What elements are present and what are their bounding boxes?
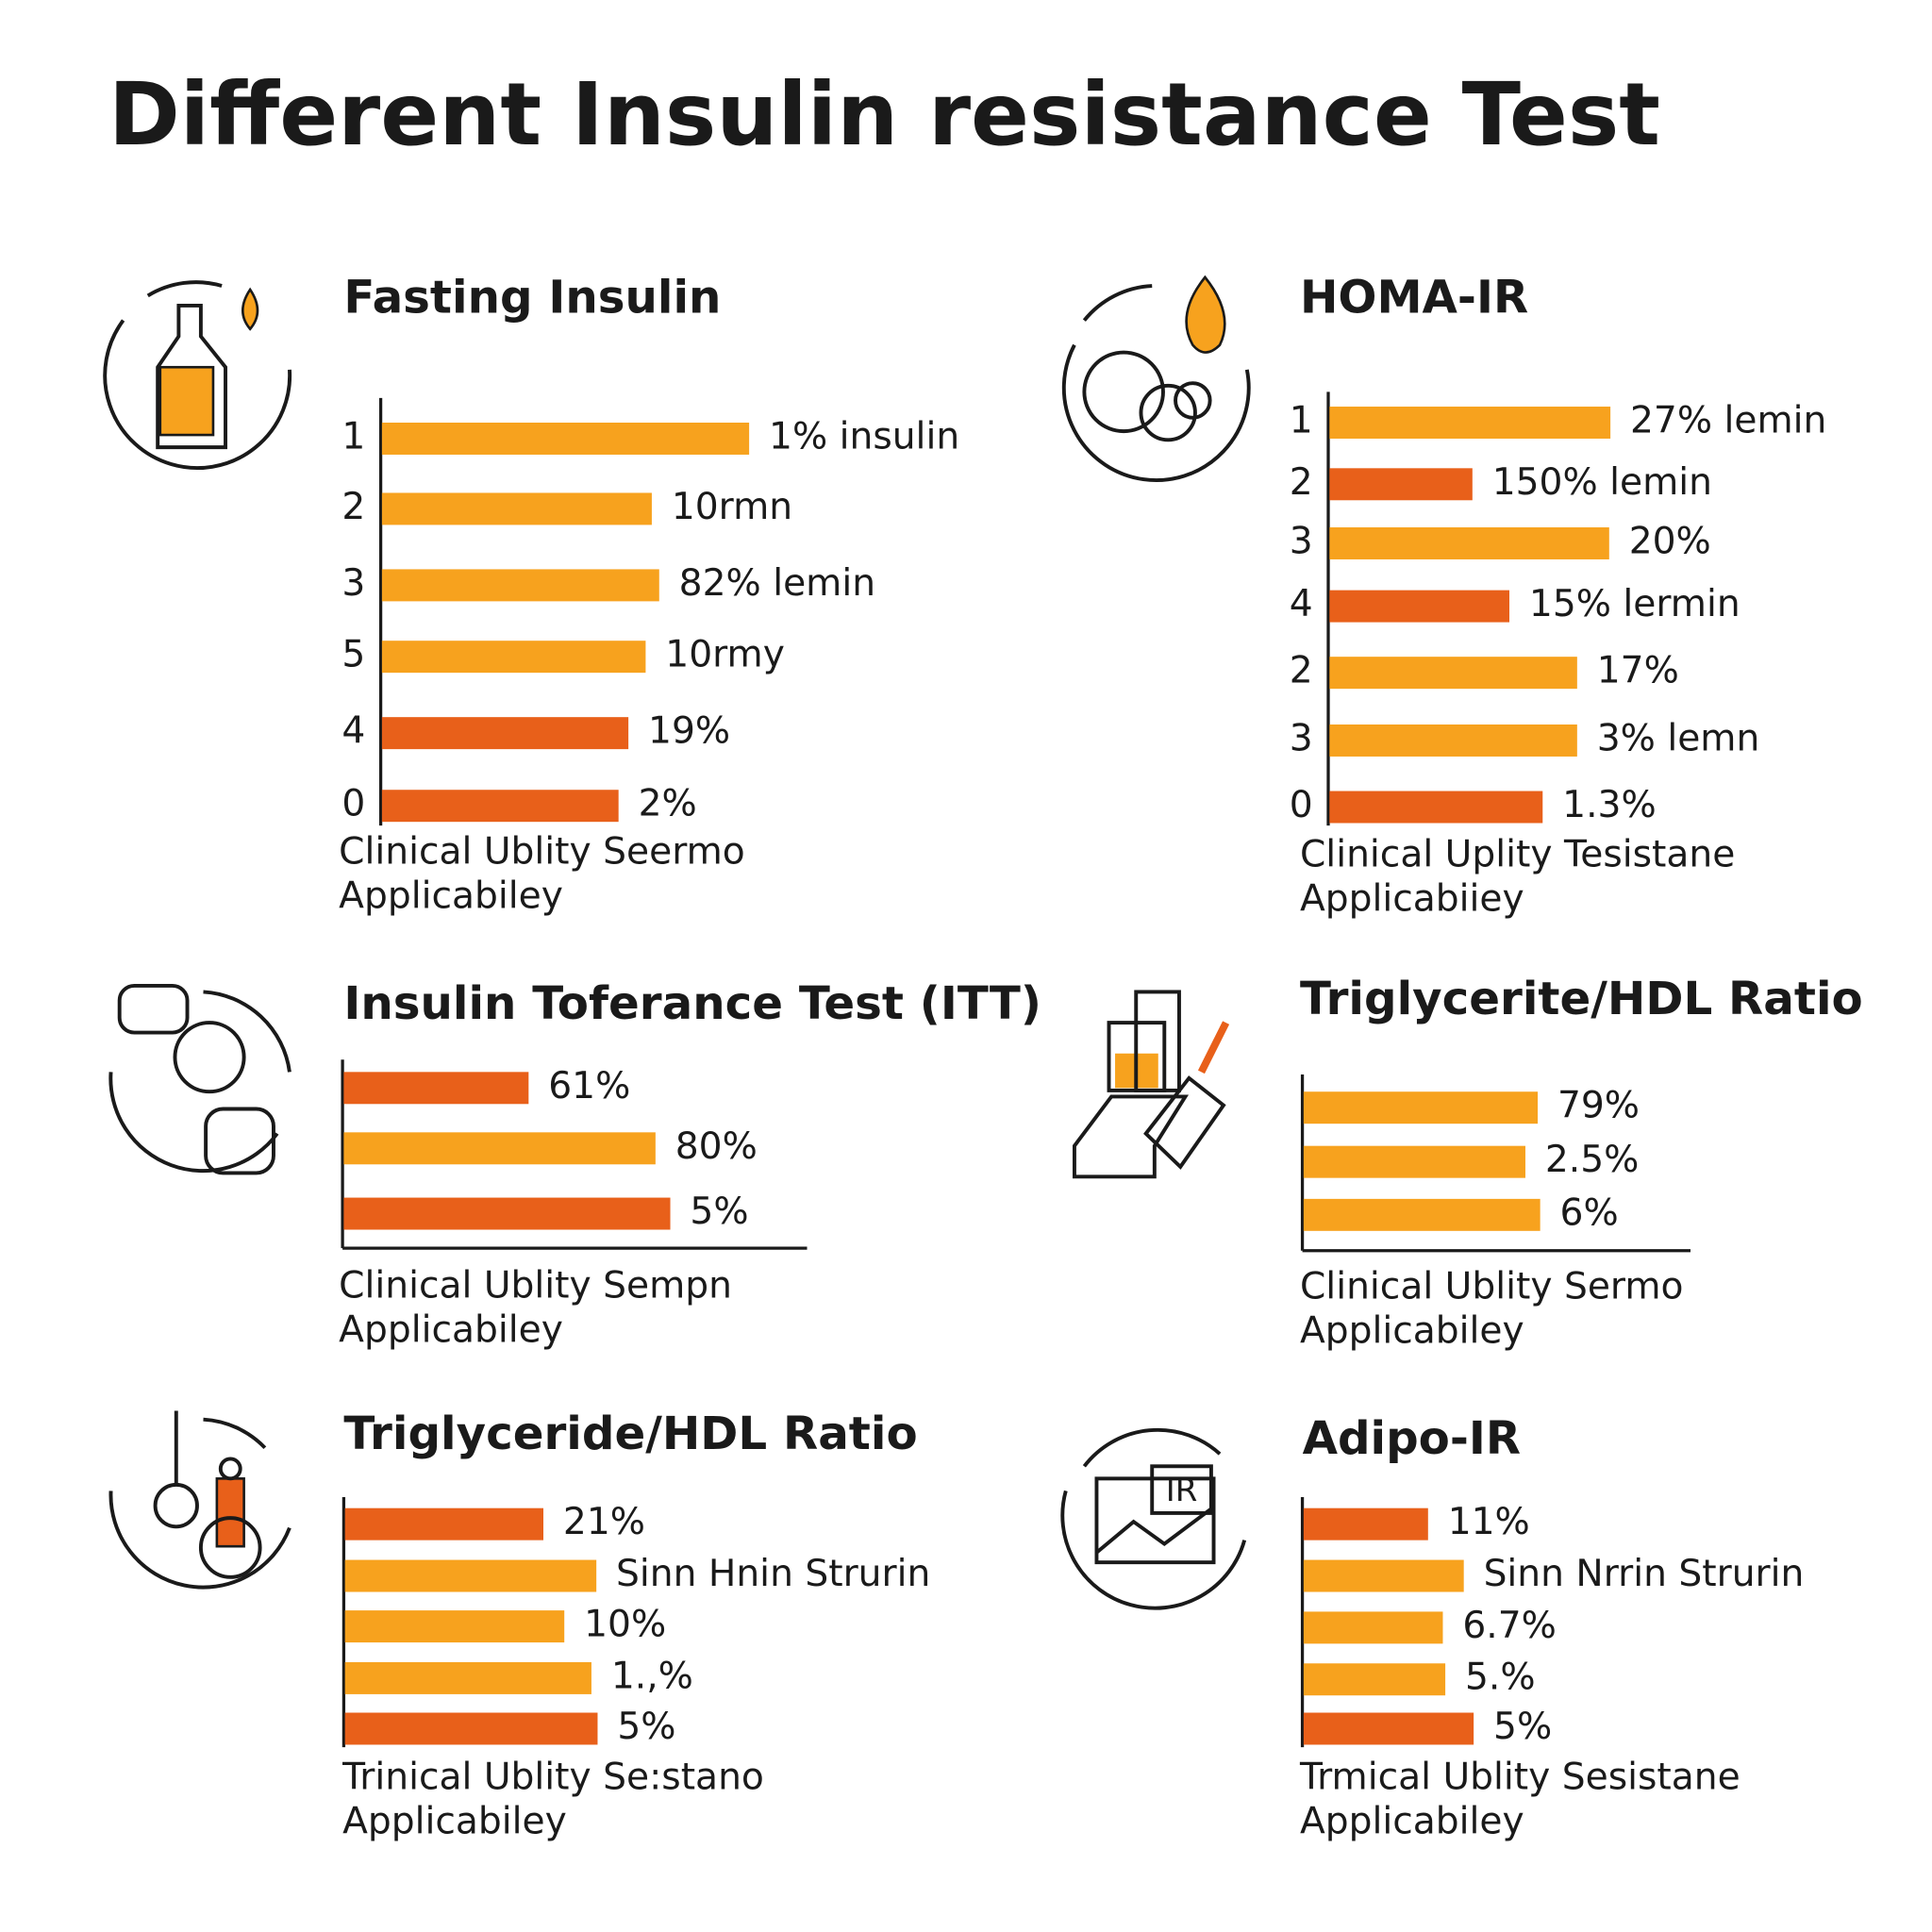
bar <box>344 1712 598 1745</box>
note: Trmical Ublity Sesistane <box>1299 1757 1740 1799</box>
bar-label: 5% <box>1493 1706 1552 1748</box>
bar-label: 80% <box>675 1125 758 1168</box>
bar-label: Sinn Hnin Strurin <box>616 1553 930 1595</box>
note: Clinical Ublity Sempn <box>339 1264 732 1307</box>
row-label: 2 <box>1290 650 1313 692</box>
row-label: 3 <box>341 562 365 605</box>
bar <box>1303 1559 1464 1592</box>
note: Applicabiley <box>339 1308 563 1351</box>
bar-label: 61% <box>548 1065 630 1108</box>
row-label: 4 <box>1290 583 1313 625</box>
bar <box>381 790 619 823</box>
bar-label: 11% <box>1448 1501 1530 1543</box>
note: Clinical Ublity Seermo <box>339 831 745 874</box>
row-label: 4 <box>341 710 365 753</box>
bar <box>344 1661 591 1694</box>
bar-label: 5% <box>617 1706 675 1748</box>
bar-label: 27% lemin <box>1630 400 1826 442</box>
bar-label: 5% <box>690 1191 748 1233</box>
bar-label: 5.% <box>1465 1657 1536 1699</box>
bar <box>1329 407 1611 439</box>
icon-cells <box>1061 275 1251 482</box>
bar <box>1303 1091 1539 1124</box>
page-title: Different Insulin resistance Test <box>108 64 1660 165</box>
note: Applicabiley <box>1300 1801 1524 1843</box>
note: Trinical Ublity Se:stano <box>341 1757 764 1799</box>
bar <box>343 1132 656 1165</box>
bar-label: 150% lemin <box>1492 461 1712 504</box>
panel-title: HOMA-IR <box>1300 272 1528 325</box>
note: Applicabiley <box>339 875 563 918</box>
icon-syringe <box>108 1410 291 1590</box>
row-label: 0 <box>341 783 365 825</box>
panel-title: Triglyceride/HDL Ratio <box>343 1407 917 1460</box>
bar-label: 2% <box>639 783 697 825</box>
bar <box>381 492 652 525</box>
note: Applicabiiey <box>1300 877 1524 920</box>
bar <box>1303 1145 1525 1178</box>
bar <box>381 641 646 674</box>
bar <box>343 1072 529 1105</box>
row-label: 1 <box>341 415 365 458</box>
bar <box>381 717 629 750</box>
bar-label: 6% <box>1560 1191 1619 1234</box>
bar <box>1303 1198 1541 1231</box>
bar-label: 17% <box>1597 650 1679 692</box>
note: Applicabiley <box>342 1801 567 1843</box>
note: Clinical Ublity Sermo <box>1300 1266 1684 1308</box>
bar-label: 10rmn <box>672 486 792 528</box>
row-label: 2 <box>341 486 365 528</box>
bar-label: Sinn Nrrin Strurin <box>1484 1553 1805 1595</box>
bar-label: 1.3% <box>1562 784 1657 826</box>
row-label: 5 <box>341 634 365 676</box>
icon-scale <box>108 983 291 1175</box>
bar <box>343 1197 671 1230</box>
bar <box>344 1507 543 1541</box>
bar-label: 21% <box>563 1501 645 1543</box>
bar <box>344 1610 565 1643</box>
bar-label: 15% lermin <box>1529 583 1740 625</box>
bar-label: 82% lemin <box>679 562 875 605</box>
bar <box>1303 1507 1428 1541</box>
icons: IR <box>103 275 1251 1610</box>
panel-title: Adipo-IR <box>1303 1412 1522 1465</box>
panel-title: Triglycerite/HDL Ratio <box>1300 973 1863 1025</box>
bar <box>381 569 659 602</box>
bar <box>1303 1663 1446 1696</box>
bar-label: 20% <box>1629 521 1711 563</box>
bar <box>1329 527 1609 559</box>
bar-label: 3% lemn <box>1597 717 1760 759</box>
icon-lab <box>1072 990 1230 1179</box>
bar <box>1303 1712 1474 1745</box>
bar-label: 79% <box>1557 1085 1640 1127</box>
row-label: 3 <box>1290 717 1313 759</box>
bar-label: 2.5% <box>1545 1139 1640 1181</box>
row-label: 3 <box>1290 521 1313 563</box>
bar <box>344 1559 597 1592</box>
bar <box>1329 468 1473 501</box>
bar-label: 10% <box>584 1604 666 1646</box>
bar <box>1329 724 1577 757</box>
bar <box>1329 657 1577 690</box>
bar-label: 19% <box>648 710 730 753</box>
row-label: 2 <box>1290 461 1313 504</box>
row-label: 1 <box>1290 400 1313 442</box>
bar <box>1329 590 1509 623</box>
icon-text: IR <box>1166 1472 1198 1509</box>
bar-label: 10rmy <box>665 634 785 676</box>
note: Clinical Uplity Tesistane <box>1300 833 1735 875</box>
bar-label: 1.,% <box>611 1655 693 1697</box>
icon-chart: IR <box>1060 1427 1247 1610</box>
bar <box>1303 1611 1443 1644</box>
bar-label: 6.7% <box>1462 1605 1557 1647</box>
row-label: 0 <box>1290 784 1313 826</box>
icon-bottle <box>103 280 292 470</box>
bar-label: 1% insulin <box>769 415 959 458</box>
note: Applicabiley <box>1300 1310 1524 1353</box>
panel-title: Insulin Toferance Test (ITT) <box>343 977 1041 1030</box>
bar <box>1329 791 1543 824</box>
bar <box>381 423 750 455</box>
panel-title: Fasting Insulin <box>343 272 721 325</box>
